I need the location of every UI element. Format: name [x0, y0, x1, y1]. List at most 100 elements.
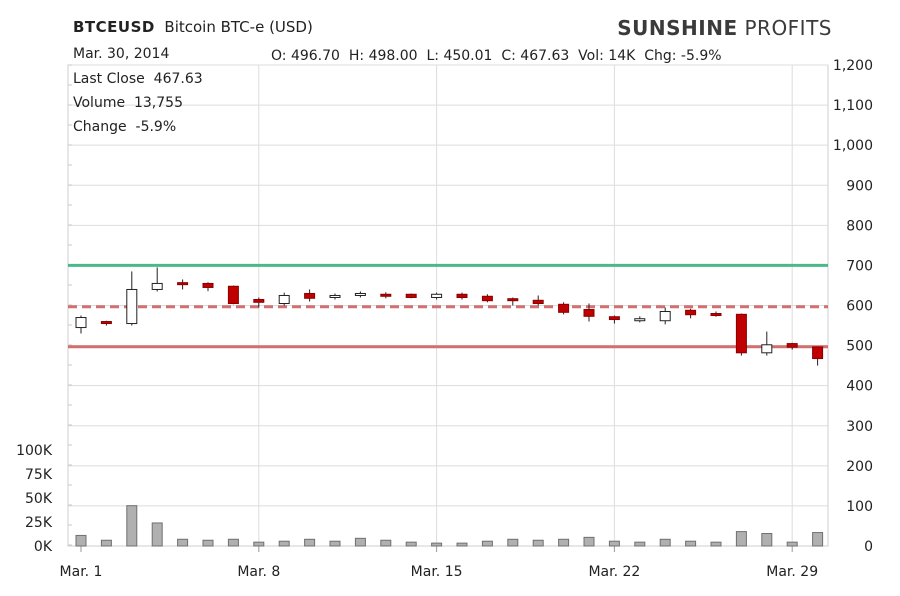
candle-body-down — [481, 295, 493, 302]
volume-bar — [812, 532, 824, 547]
price-tick-label: 500 — [846, 339, 873, 355]
volume-bar — [761, 533, 773, 547]
volume-bar — [710, 541, 722, 547]
candle-body-down — [685, 309, 697, 316]
price-tick-label: 300 — [846, 419, 873, 435]
volume-bar — [659, 538, 671, 547]
price-tick-label: 800 — [846, 218, 873, 234]
volume-bar — [583, 536, 595, 547]
ohlc-close: 467.63 — [520, 48, 570, 64]
change-info: Change -5.9% — [73, 119, 176, 135]
candle-body-up — [431, 293, 443, 298]
ohlc-readout: O: 496.70 H: 498.00 L: 450.01 C: 467.63 … — [271, 48, 722, 64]
candle-body-down — [380, 293, 392, 297]
candle-body-down — [558, 303, 570, 313]
volume-bar — [202, 539, 214, 547]
candle-body-up — [126, 288, 138, 325]
ohlc-change: -5.9% — [680, 48, 722, 64]
candle-body-down — [456, 293, 468, 298]
candle-body-down — [710, 313, 722, 317]
volume-bar — [634, 541, 646, 547]
volume-label: Volume — [73, 95, 126, 111]
price-tick-label: 100 — [846, 499, 873, 515]
volume-bar — [100, 539, 112, 547]
candle-body-down — [253, 298, 265, 303]
volume-tick-label: 75K — [25, 467, 53, 483]
candle-body-up — [634, 318, 646, 322]
date-tick-label: Mar. 15 — [411, 564, 463, 580]
volume-value: 13,755 — [133, 95, 183, 111]
price-tick-label: 200 — [846, 459, 873, 475]
volume-bar — [304, 538, 316, 547]
price-tick-label: 900 — [846, 178, 873, 194]
candle-body-down — [405, 293, 417, 298]
chart-date: Mar. 30, 2014 — [73, 46, 170, 62]
volume-bar — [405, 541, 417, 547]
change-label: Change — [73, 119, 127, 135]
volume-bar — [481, 540, 493, 547]
price-tick-label: 600 — [846, 299, 873, 315]
date-tick-label: Mar. 8 — [237, 564, 280, 580]
last-close-value: 467.63 — [153, 71, 203, 87]
candle-body-down — [583, 309, 595, 317]
volume-bar — [354, 537, 366, 547]
ohlc-high: 498.00 — [368, 48, 418, 64]
candle-body-down — [608, 316, 620, 321]
change-value: -5.9% — [135, 119, 177, 135]
ohlc-open: 496.70 — [290, 48, 340, 64]
chart-title: BTCEUSD Bitcoin BTC-e (USD) — [73, 18, 313, 36]
brand-bold: SUNSHINE — [617, 16, 738, 40]
volume-bar — [532, 539, 544, 547]
volume-bar — [558, 538, 570, 547]
volume-bar — [608, 540, 620, 547]
price-tick-label: 1,100 — [833, 98, 873, 114]
symbol: BTCEUSD — [73, 18, 155, 36]
volume-bar — [456, 542, 468, 547]
volume-tick-label: 25K — [25, 515, 53, 531]
candle-body-up — [75, 317, 87, 329]
volume-bar — [329, 540, 341, 547]
volume-tick-label: 100K — [16, 443, 53, 459]
price-tick-label: 700 — [846, 258, 873, 274]
brand-rest: PROFITS — [737, 16, 832, 40]
brand-logo: SUNSHINE PROFITS — [617, 16, 832, 40]
volume-bar — [253, 541, 265, 547]
candle-body-down — [304, 292, 316, 299]
ohlc-volume: 14K — [608, 48, 636, 64]
candle-body-down — [786, 343, 798, 348]
date-tick-label: Mar. 1 — [60, 564, 103, 580]
candle-body-up — [761, 344, 773, 354]
price-tick-label: 1,000 — [833, 138, 873, 154]
candle-body-down — [532, 299, 544, 304]
volume-bar — [431, 542, 443, 547]
candle-body-up — [151, 282, 163, 290]
date-tick-label: Mar. 29 — [766, 564, 818, 580]
volume-bar — [380, 539, 392, 547]
candle-body-down — [507, 298, 519, 302]
volume-bar — [75, 534, 87, 547]
price-tick-label: 1,200 — [833, 58, 873, 74]
volume-bar — [735, 531, 747, 547]
volume-bar — [177, 538, 189, 547]
volume-tick-label: 0K — [34, 539, 53, 555]
candle-body-down — [177, 282, 189, 286]
symbol-description: Bitcoin BTC-e (USD) — [164, 18, 313, 36]
price-tick-label: 0 — [864, 539, 873, 555]
volume-bar — [151, 522, 163, 547]
volume-bar — [507, 538, 519, 547]
candle-body-down — [735, 313, 747, 354]
volume-bar — [786, 541, 798, 547]
candle-body-down — [100, 321, 112, 325]
price-tick-label: 400 — [846, 379, 873, 395]
candle-body-up — [329, 294, 341, 298]
last-close-label: Last Close — [73, 71, 145, 87]
date-tick-label: Mar. 22 — [588, 564, 640, 580]
candle-body-down — [227, 285, 239, 304]
volume-bar — [685, 540, 697, 547]
candle-body-down — [202, 282, 214, 288]
volume-bar — [126, 505, 138, 547]
volume-info: Volume 13,755 — [73, 95, 183, 111]
candle-body-down — [812, 346, 824, 360]
candle-body-up — [278, 294, 290, 304]
